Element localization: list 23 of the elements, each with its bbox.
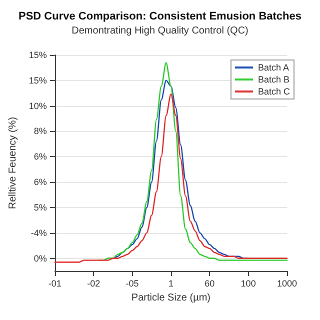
text: 10% [28, 100, 47, 111]
x-tick-label: -01 [48, 278, 62, 288]
y-axis-title: Relltive Feuency (%) [8, 116, 18, 210]
chart-title: PSD Curve Comparison: Consistent Emusion Batches [18, 10, 302, 22]
x-tick-label: 1000 [276, 278, 298, 288]
text: 6% [34, 177, 47, 188]
x-tick-label: 1 [168, 278, 174, 288]
x-tick-label: 100 [240, 278, 256, 288]
x-axis-title: Particle Size (µm) [131, 292, 211, 304]
legend-label: Batch A [258, 62, 290, 72]
x-tick-label: 60 [204, 278, 215, 288]
legend-label: Batch C [258, 86, 290, 96]
text: 6% [34, 152, 47, 162]
text: 5% [34, 202, 47, 212]
x-tick-label: -05 [126, 278, 139, 288]
text: 15% [28, 50, 47, 60]
text: 8% [34, 126, 47, 136]
text: -4% [30, 228, 47, 238]
x-tick-label: -02 [87, 278, 100, 288]
text: 0% [34, 253, 47, 264]
legend-label: Batch B [258, 74, 290, 84]
text: 15% [28, 75, 47, 86]
chart-subtitle: Demontrating High Quality Control (QC) [72, 26, 248, 36]
